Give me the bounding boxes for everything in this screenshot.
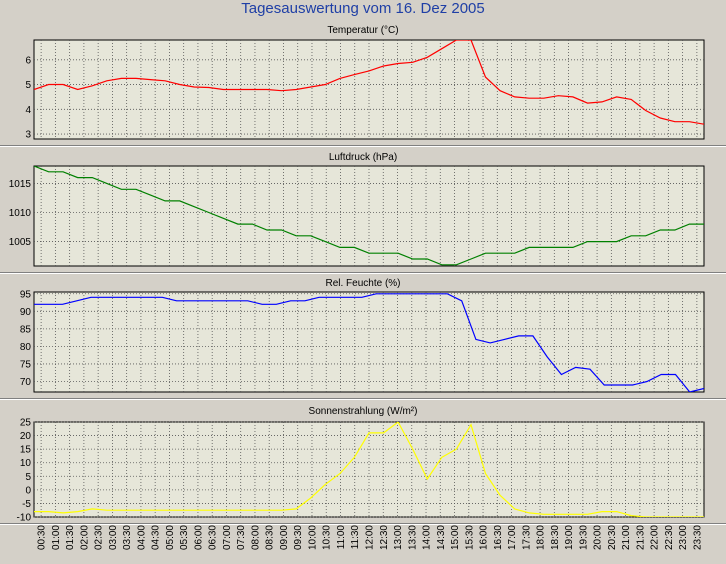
y-tick-label: 4 <box>25 105 31 116</box>
y-tick-label: 90 <box>20 307 32 318</box>
x-tick-label: 18:00 <box>536 525 547 550</box>
x-tick-label: 22:00 <box>650 525 661 550</box>
x-tick-label: 05:00 <box>165 525 176 550</box>
x-tick-label: 23:30 <box>692 525 703 550</box>
y-tick-label: 70 <box>20 377 32 388</box>
x-tick-label: 21:00 <box>621 525 632 550</box>
x-tick-label: 12:00 <box>365 525 376 550</box>
chart-panel: Sonnenstrahlung (W/m²) -10 -5 0 5 10 15 20 25 <box>17 406 705 524</box>
x-tick-label: 15:00 <box>450 525 461 550</box>
y-tick-label: 5 <box>25 80 31 91</box>
y-tick-label: 15 <box>20 445 32 456</box>
x-tick-label: 13:00 <box>393 525 404 550</box>
x-tick-label: 21:30 <box>635 525 646 550</box>
x-tick-label: 01:30 <box>65 525 76 550</box>
plot-area <box>33 39 705 140</box>
x-tick-label: 11:00 <box>336 525 347 550</box>
y-tick-label: 95 <box>20 289 32 300</box>
x-tick-label: 09:00 <box>279 525 290 550</box>
x-tick-label: 10:30 <box>322 525 333 550</box>
x-tick-label: 04:30 <box>151 525 162 550</box>
y-tick-label: 1010 <box>9 208 32 219</box>
y-tick-label: 25 <box>20 418 32 429</box>
series-line <box>34 166 704 266</box>
panel-title: Temperatur (°C) <box>327 25 398 36</box>
y-tick-label: 85 <box>20 324 32 335</box>
y-tick-label: 80 <box>20 342 32 353</box>
x-tick-label: 20:30 <box>607 525 618 550</box>
x-tick-label: 14:00 <box>422 525 433 550</box>
panel-title: Sonnenstrahlung (W/m²) <box>309 406 418 417</box>
panel-title: Luftdruck (hPa) <box>329 152 397 163</box>
plot-area <box>33 421 705 518</box>
x-tick-label: 08:00 <box>251 525 262 550</box>
x-tick-label: 06:30 <box>208 525 219 550</box>
x-tick-label: 23:00 <box>678 525 689 550</box>
x-tick-label: 09:30 <box>293 525 304 550</box>
chart-panel: Rel. Feuchte (%) 70 75 80 85 90 95 <box>20 278 705 393</box>
series-line <box>34 293 704 392</box>
x-tick-label: 13:30 <box>407 525 418 550</box>
x-tick-label: 02:00 <box>79 525 90 550</box>
y-tick-label: 5 <box>25 472 31 483</box>
x-tick-label: 08:30 <box>265 525 276 550</box>
x-tick-label: 19:30 <box>578 525 589 550</box>
y-tick-label: 3 <box>25 130 31 141</box>
x-tick-label: 16:00 <box>479 525 490 550</box>
panel-title: Rel. Feuchte (%) <box>325 278 400 289</box>
y-tick-label: 75 <box>20 359 32 370</box>
chart-panel: Luftdruck (hPa) 1005 1010 1015 <box>9 152 705 267</box>
x-tick-label: 03:00 <box>108 525 119 550</box>
x-tick-label: 04:00 <box>136 525 147 550</box>
chart-panel: Temperatur (°C) 3 4 5 6 <box>25 25 705 141</box>
x-tick-label: 00:30 <box>37 525 48 550</box>
y-tick-label: 1015 <box>9 179 32 190</box>
series-line <box>34 40 704 125</box>
page-title: Tagesauswertung vom 16. Dez 2005 <box>241 0 485 17</box>
x-tick-label: 07:00 <box>222 525 233 550</box>
x-tick-label: 18:30 <box>550 525 561 550</box>
x-tick-label: 22:30 <box>664 525 675 550</box>
x-tick-label: 01:00 <box>51 525 62 550</box>
x-tick-label: 17:00 <box>507 525 518 550</box>
y-tick-label: -5 <box>22 499 31 510</box>
x-tick-label: 12:30 <box>379 525 390 550</box>
x-tick-label: 06:00 <box>193 525 204 550</box>
y-tick-label: 10 <box>20 458 32 469</box>
x-tick-label: 11:30 <box>350 525 361 550</box>
x-tick-label: 14:30 <box>436 525 447 550</box>
y-tick-label: -10 <box>17 513 32 524</box>
x-tick-label: 16:30 <box>493 525 504 550</box>
x-tick-label: 05:30 <box>179 525 190 550</box>
x-tick-label: 02:30 <box>94 525 105 550</box>
y-tick-label: 20 <box>20 431 32 442</box>
y-tick-label: 1005 <box>9 237 32 248</box>
y-tick-label: 0 <box>25 485 31 496</box>
x-tick-label: 19:00 <box>564 525 575 550</box>
plot-area <box>33 165 705 267</box>
x-tick-label: 15:30 <box>464 525 475 550</box>
x-tick-label: 17:30 <box>521 525 532 550</box>
x-axis: 00:30 01:00 01:30 02:00 02:30 03:00 03:30 04:00… <box>37 525 704 550</box>
x-tick-label: 10:00 <box>308 525 319 550</box>
x-tick-label: 07:30 <box>236 525 247 550</box>
y-tick-label: 6 <box>25 55 31 66</box>
plot-area <box>33 291 705 393</box>
series-line <box>34 422 704 517</box>
x-tick-label: 03:30 <box>122 525 133 550</box>
x-tick-label: 20:00 <box>593 525 604 550</box>
